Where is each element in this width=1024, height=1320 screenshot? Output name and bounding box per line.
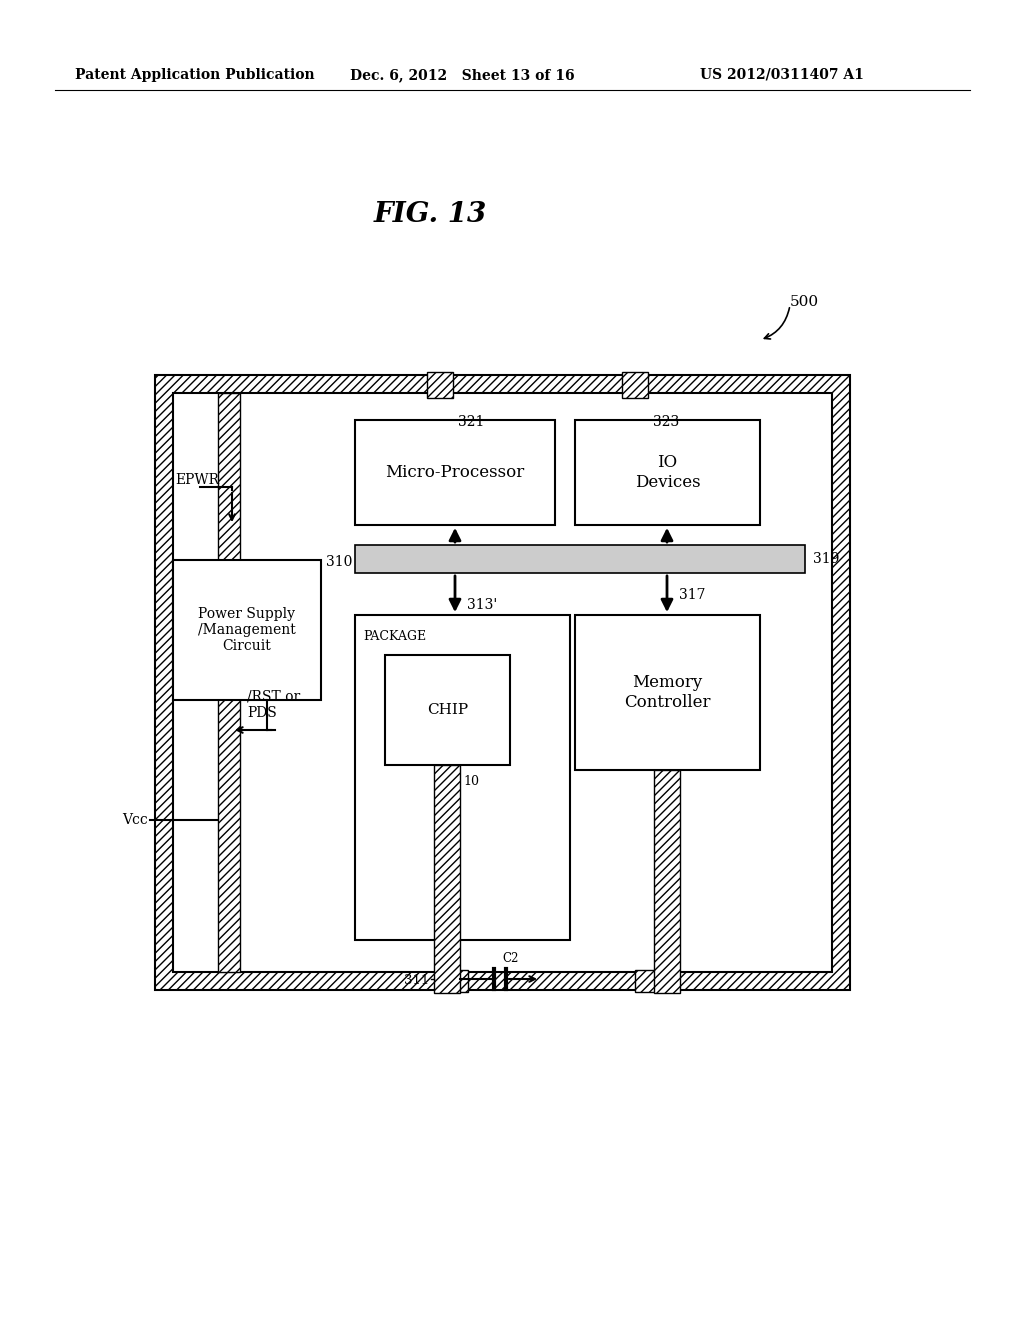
Text: EPWR: EPWR <box>175 473 219 487</box>
Text: 319: 319 <box>813 552 840 566</box>
Bar <box>218 393 240 972</box>
Bar <box>442 970 468 993</box>
Text: 500: 500 <box>790 294 819 309</box>
Bar <box>575 615 760 770</box>
Text: CHIP: CHIP <box>427 704 468 717</box>
Text: /RST or
PDS: /RST or PDS <box>247 690 300 721</box>
Text: C2: C2 <box>502 952 518 965</box>
Bar <box>173 560 321 700</box>
Bar <box>355 545 805 573</box>
Text: PACKAGE: PACKAGE <box>362 630 426 643</box>
Text: 311: 311 <box>403 974 429 987</box>
Text: 313': 313' <box>467 598 498 612</box>
Bar <box>355 615 570 940</box>
Text: 317: 317 <box>679 587 706 602</box>
Bar <box>355 420 555 525</box>
Text: Dec. 6, 2012   Sheet 13 of 16: Dec. 6, 2012 Sheet 13 of 16 <box>350 69 574 82</box>
Text: IO
Devices: IO Devices <box>635 454 700 491</box>
Text: 321: 321 <box>458 414 484 429</box>
Bar <box>635 970 662 993</box>
Bar <box>654 770 680 993</box>
Text: Micro-Processor: Micro-Processor <box>385 465 524 480</box>
Text: US 2012/0311407 A1: US 2012/0311407 A1 <box>700 69 864 82</box>
Bar <box>427 372 453 399</box>
Text: FIG. 13: FIG. 13 <box>374 202 486 228</box>
Bar <box>155 375 850 990</box>
Text: 310: 310 <box>326 554 352 569</box>
Text: 10: 10 <box>463 775 479 788</box>
Text: Vcc: Vcc <box>122 813 148 828</box>
Bar <box>622 372 648 399</box>
Text: 323: 323 <box>653 414 679 429</box>
Text: Patent Application Publication: Patent Application Publication <box>75 69 314 82</box>
Bar <box>385 655 510 766</box>
Text: Memory
Controller: Memory Controller <box>625 675 711 710</box>
Bar <box>173 393 831 972</box>
Text: Power Supply
/Management
Circuit: Power Supply /Management Circuit <box>198 607 296 653</box>
Bar <box>434 766 460 993</box>
Bar <box>575 420 760 525</box>
